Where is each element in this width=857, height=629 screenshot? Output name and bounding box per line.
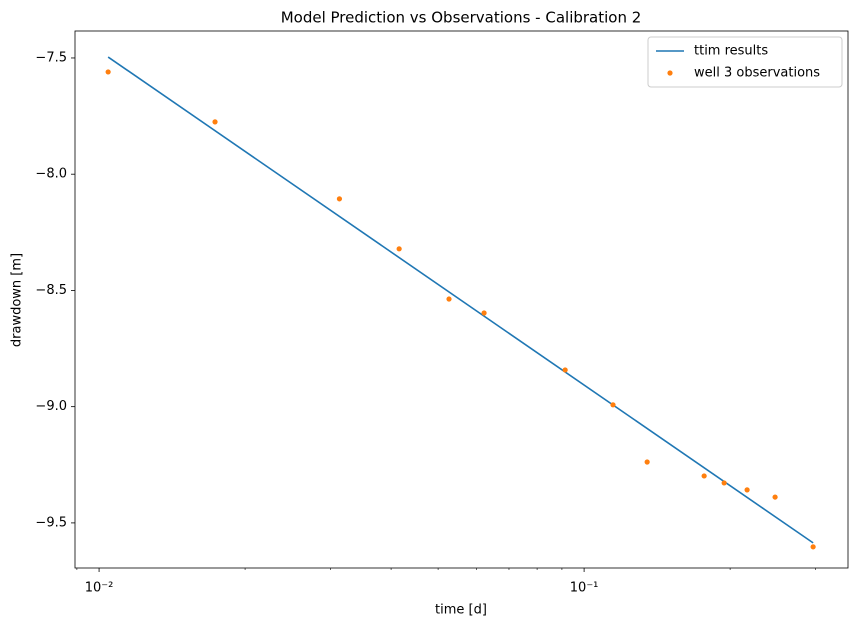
data-point xyxy=(396,246,402,252)
data-point xyxy=(105,69,111,75)
data-point xyxy=(446,296,452,302)
legend-box xyxy=(647,36,843,88)
data-point xyxy=(810,544,816,550)
legend-label: well 3 observations xyxy=(694,66,820,81)
data-point xyxy=(336,196,343,202)
legend-marker xyxy=(667,70,673,76)
x-tick-label: 10⁻¹ xyxy=(570,581,599,596)
data-point xyxy=(744,487,750,493)
series-line xyxy=(107,56,814,544)
y-tick-label: −7.5 xyxy=(35,50,67,65)
plot-frame xyxy=(74,30,849,569)
y-tick-label: −8.0 xyxy=(35,167,67,182)
y-tick-label: −9.0 xyxy=(35,399,67,414)
data-point xyxy=(644,459,650,465)
y-axis-label: drawdown [m] xyxy=(10,253,25,347)
y-tick-label: −9.5 xyxy=(35,515,67,530)
data-point xyxy=(481,310,487,316)
x-axis-label: time [d] xyxy=(435,603,487,618)
legend-label: ttim results xyxy=(694,44,768,59)
data-point xyxy=(721,480,727,486)
data-point xyxy=(701,473,707,479)
x-tick-label: 10⁻² xyxy=(85,581,114,596)
data-point xyxy=(772,494,778,500)
chart-title: Model Prediction vs Observations - Calib… xyxy=(281,9,642,27)
data-point xyxy=(610,402,616,408)
data-point xyxy=(562,367,568,373)
y-tick-label: −8.5 xyxy=(35,283,67,298)
data-point xyxy=(212,119,218,125)
